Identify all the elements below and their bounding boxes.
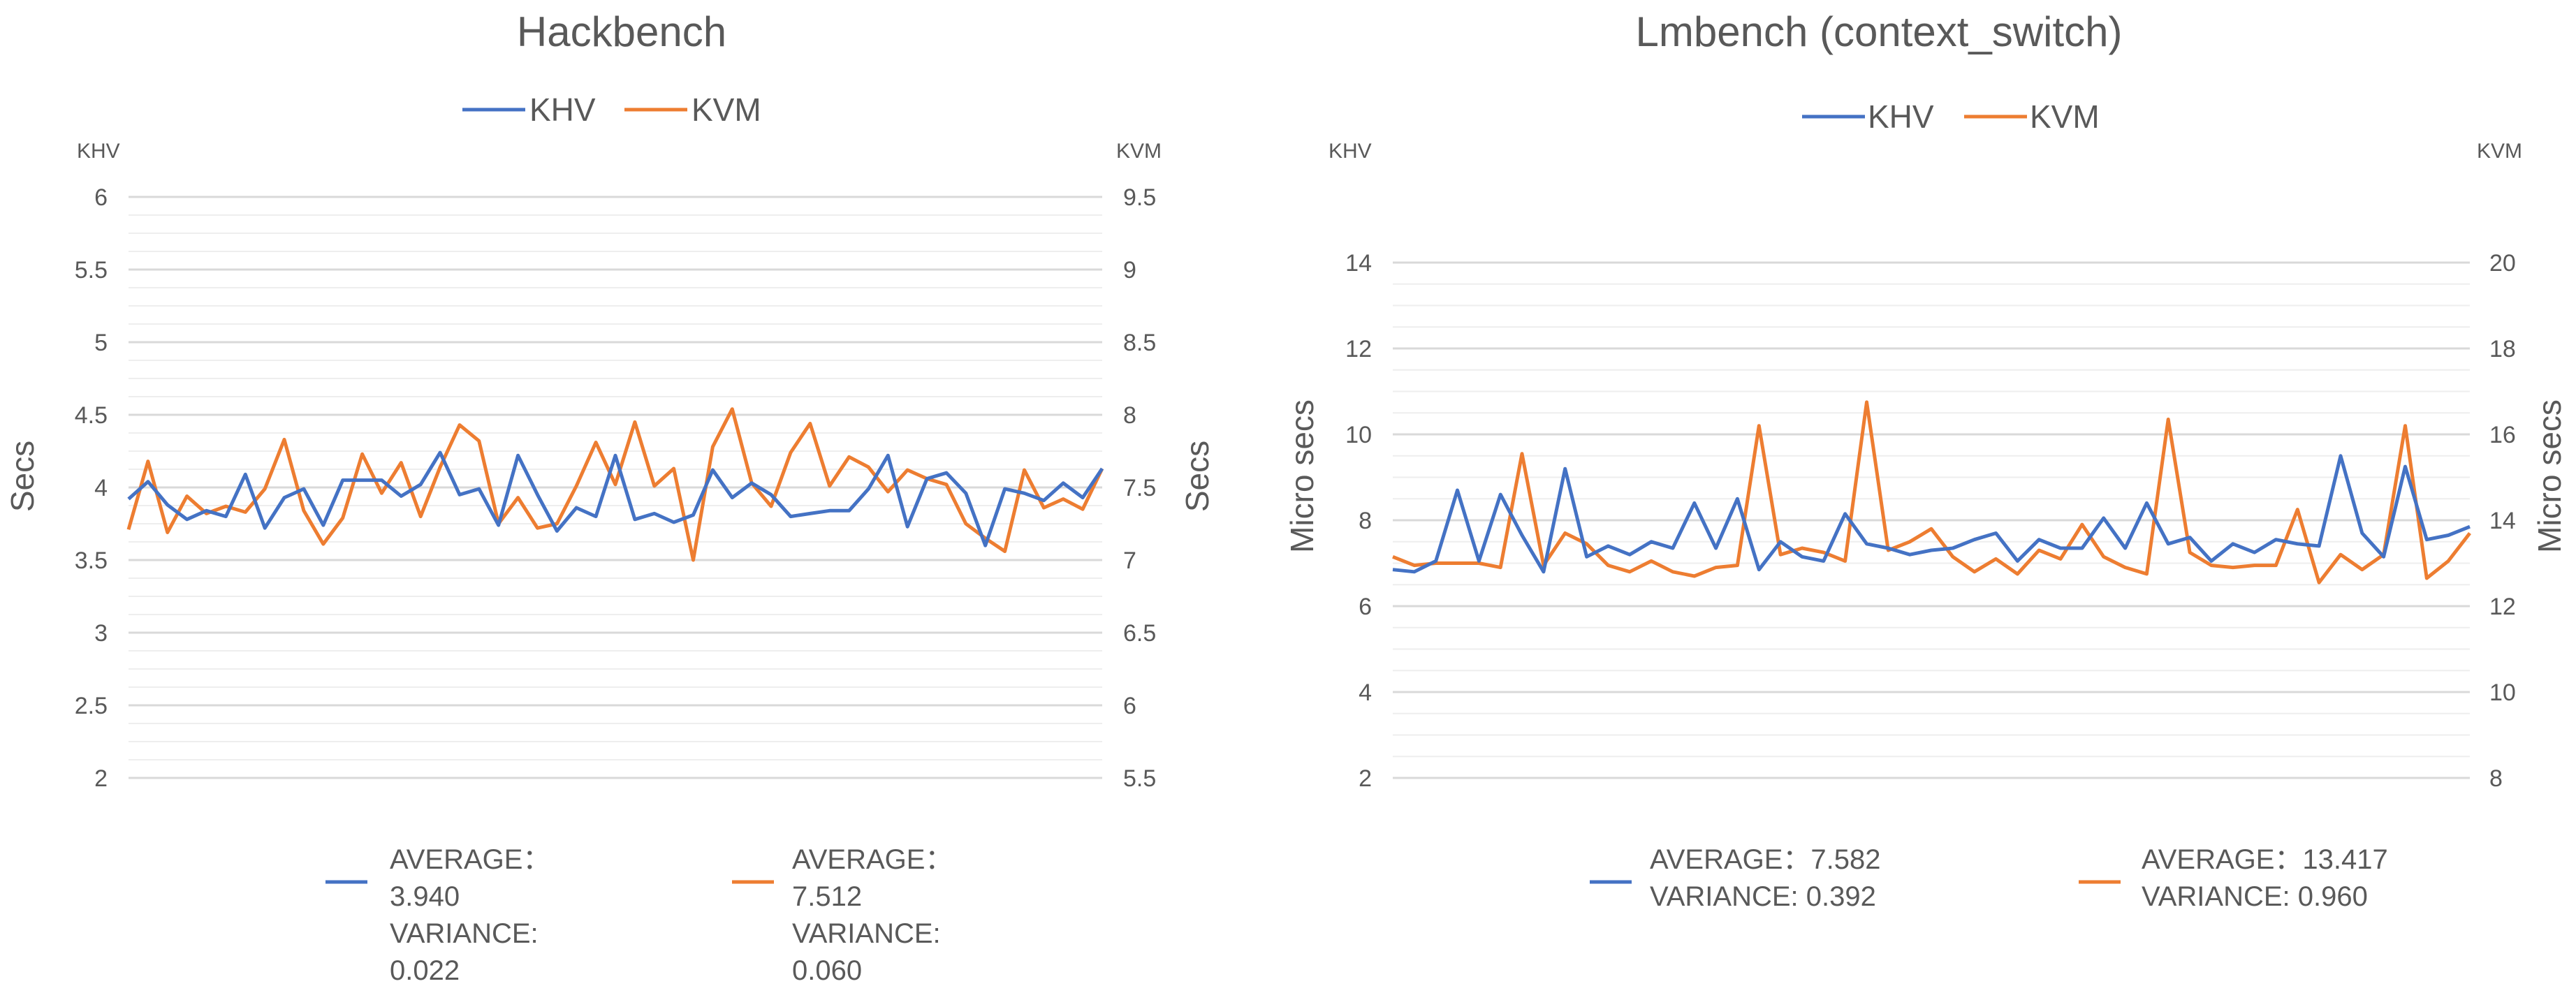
right-tick-label: 20	[2489, 250, 2516, 277]
right-tick-label: 14	[2489, 508, 2516, 534]
lmbench-stat-kvm-line-2: VARIANCE: 0.960	[2142, 881, 2368, 912]
hackbench-legend-khv-label: KHV	[529, 91, 596, 128]
lmbench-series	[1392, 400, 2471, 584]
lmbench-stat-khv-line-2: VARIANCE: 0.392	[1650, 881, 1876, 912]
lmbench-chart: Lmbench (context_switch) KHV KVM KHV KVM…	[1284, 8, 2568, 912]
hackbench-series	[126, 407, 1104, 562]
hackbench-left-axis-header: KHV	[77, 140, 120, 163]
hackbench-stat-khv-line-2: 3.940	[390, 881, 460, 912]
right-tick-label: 10	[2489, 679, 2516, 706]
series-line-kvm	[1392, 400, 2471, 584]
left-tick-label: 2.5	[75, 693, 108, 719]
left-tick-label: 6	[94, 184, 108, 211]
hackbench-left-axis-label: Secs	[4, 441, 41, 512]
right-tick-label: 8.5	[1123, 330, 1156, 356]
hackbench-stat-kvm-line-2: 7.512	[792, 881, 862, 912]
left-tick-label: 4	[1359, 679, 1372, 706]
left-tick-label: 4	[94, 475, 108, 501]
right-tick-label: 8	[1123, 402, 1136, 429]
right-tick-label: 16	[2489, 422, 2516, 448]
lmbench-legend: KHV KVM	[1802, 98, 2100, 135]
hackbench-gridlines	[129, 196, 1102, 779]
lmbench-stat-khv-line-1: AVERAGE：7.582	[1650, 844, 1881, 875]
hackbench-chart: Hackbench KHV KVM KHV KVM 6 5.5 5 4.5 4 3.5 3 2…	[4, 8, 1215, 986]
right-tick-label: 18	[2489, 336, 2516, 362]
lmbench-right-axis-label: Micro secs	[2531, 399, 2568, 553]
right-tick-label: 12	[2489, 594, 2516, 620]
left-tick-label: 4.5	[75, 402, 108, 429]
right-tick-label: 6.5	[1123, 620, 1156, 647]
hackbench-stat-khv-line-3: VARIANCE:	[390, 918, 539, 949]
right-tick-label: 9	[1123, 257, 1136, 284]
lmbench-legend-kvm-label: KVM	[2030, 98, 2100, 135]
left-tick-label: 5.5	[75, 257, 108, 284]
lmbench-right-ticks: 20 18 16 14 12 10 8	[2489, 250, 2516, 792]
lmbench-right-axis-header: KVM	[2477, 140, 2522, 163]
hackbench-stat-kvm-line-4: 0.060	[792, 955, 862, 986]
hackbench-right-axis-header: KVM	[1116, 140, 1162, 163]
left-tick-label: 5	[94, 330, 108, 356]
hackbench-stat-khv-line-4: 0.022	[390, 955, 460, 986]
hackbench-left-ticks: 6 5.5 5 4.5 4 3.5 3 2.5 2	[75, 184, 108, 792]
lmbench-left-ticks: 14 12 10 8 6 4 2	[1345, 250, 1372, 792]
left-tick-label: 14	[1345, 250, 1372, 277]
hackbench-stat-khv-line-1: AVERAGE：	[390, 844, 550, 875]
right-tick-label: 8	[2489, 765, 2503, 792]
left-tick-label: 6	[1359, 594, 1372, 620]
left-tick-label: 12	[1345, 336, 1372, 362]
lmbench-left-axis-header: KHV	[1329, 140, 1372, 163]
right-tick-label: 7	[1123, 547, 1136, 574]
left-tick-label: 2	[94, 765, 108, 792]
left-tick-label: 2	[1359, 765, 1372, 792]
right-tick-label: 7.5	[1123, 475, 1156, 501]
hackbench-title: Hackbench	[517, 8, 726, 55]
hackbench-right-axis-label: Secs	[1179, 441, 1215, 512]
left-tick-label: 3	[94, 620, 108, 647]
hackbench-stats: AVERAGE： 3.940 VARIANCE: 0.022 AVERAGE： …	[325, 844, 953, 986]
hackbench-stat-kvm-line-1: AVERAGE：	[792, 844, 953, 875]
lmbench-title: Lmbench (context_switch)	[1636, 8, 2123, 55]
series-line-khv	[1392, 454, 2471, 574]
right-tick-label: 6	[1123, 693, 1136, 719]
lmbench-gridlines	[1393, 261, 2470, 779]
hackbench-legend-kvm-label: KVM	[691, 91, 761, 128]
lmbench-left-axis-label: Micro secs	[1284, 399, 1320, 553]
lmbench-legend-khv-label: KHV	[1868, 98, 1934, 135]
right-tick-label: 5.5	[1123, 765, 1156, 792]
hackbench-right-ticks: 9.5 9 8.5 8 7.5 7 6.5 6 5.5	[1123, 184, 1156, 792]
series-line-khv	[127, 450, 1104, 547]
right-tick-label: 9.5	[1123, 184, 1156, 211]
hackbench-stat-kvm-line-3: VARIANCE:	[792, 918, 941, 949]
lmbench-stats: AVERAGE：7.582 VARIANCE: 0.392 AVERAGE：13…	[1590, 844, 2388, 912]
lmbench-stat-kvm-line-1: AVERAGE：13.417	[2142, 844, 2388, 875]
left-tick-label: 3.5	[75, 547, 108, 574]
hackbench-legend: KHV KVM	[462, 91, 761, 128]
left-tick-label: 8	[1359, 508, 1372, 534]
left-tick-label: 10	[1345, 422, 1372, 448]
series-line-kvm	[126, 407, 1104, 562]
